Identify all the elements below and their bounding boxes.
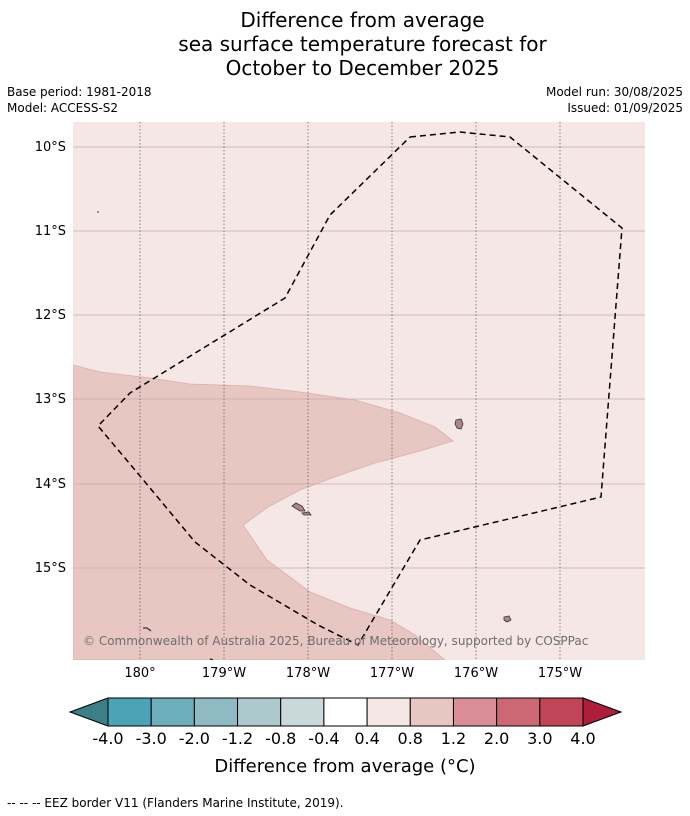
longitude-labels: 180° 179°W 178°W 177°W 176°W 175°W xyxy=(124,666,582,681)
colorbar-tick-label: 2.0 xyxy=(484,729,509,748)
colorbar-tick-label: 3.0 xyxy=(527,729,552,748)
colorbar-tick-label: -3.0 xyxy=(136,729,167,748)
lon-label: 179°W xyxy=(202,666,246,681)
chart-title: Difference from average sea surface temp… xyxy=(0,8,690,80)
colorbar-segment xyxy=(107,697,152,727)
island-west-a xyxy=(291,502,306,512)
lon-label: 178°W xyxy=(286,666,330,681)
islands xyxy=(97,211,512,660)
colorbar-segment xyxy=(150,697,195,727)
colorbar-tick-label: 0.8 xyxy=(398,729,423,748)
model-name: Model: ACCESS-S2 xyxy=(7,101,119,115)
grid-lines xyxy=(73,122,645,660)
eez-legend-note: -- -- -- EEZ border V11 (Flanders Marine… xyxy=(7,796,344,810)
model-run: Model run: 30/08/2025 xyxy=(545,85,683,99)
latitude-labels: 10°S 11°S 12°S 13°S 14°S 15°S xyxy=(35,140,66,576)
meta-left: Base period: 1981-2018 Model: ACCESS-S2 xyxy=(7,84,152,116)
islet-bottom xyxy=(209,658,214,660)
title-line-1: Difference from average xyxy=(240,8,485,32)
islet xyxy=(97,211,99,213)
colorbar-segment xyxy=(280,697,325,727)
colorbar-segment xyxy=(409,697,454,727)
colorbar: -4.0 -3.0 -2.0 -1.2 -0.8 -0.4 0.4 0.8 1.2 2.0 3.0 4… xyxy=(68,697,623,748)
colorbar-tick-label: 0.4 xyxy=(354,729,379,748)
colorbar-extend-low xyxy=(68,697,109,727)
lat-label: 10°S xyxy=(35,140,66,155)
colorbar-tick-label: -4.0 xyxy=(92,729,123,748)
lat-label: 13°S xyxy=(35,392,66,407)
lon-label: 180° xyxy=(124,666,155,681)
colorbar-tick-label: 1.2 xyxy=(441,729,466,748)
lon-label: 176°W xyxy=(454,666,498,681)
lat-label: 11°S xyxy=(35,224,66,239)
island-south xyxy=(503,615,512,623)
colorbar-tick-label: -2.0 xyxy=(179,729,210,748)
colorbar-segment xyxy=(452,697,498,727)
colorbar-segment xyxy=(539,697,584,727)
copyright-notice: © Commonwealth of Australia 2025, Bureau… xyxy=(83,634,588,648)
colorbar-tick-label: 4.0 xyxy=(570,729,595,748)
colorbar-segment xyxy=(193,697,239,727)
colorbar-segment xyxy=(323,697,368,727)
island-west-b xyxy=(301,511,312,516)
warm-anomaly-region xyxy=(73,364,454,660)
base-period: Base period: 1981-2018 xyxy=(7,85,152,99)
lat-label: 15°S xyxy=(35,561,66,576)
colorbar-extend-high xyxy=(582,697,623,727)
lat-label: 14°S xyxy=(35,477,66,492)
lat-label: 12°S xyxy=(35,308,66,323)
colorbar-segment xyxy=(237,697,282,727)
islet-southwest xyxy=(143,627,152,632)
title-line-2: sea surface temperature forecast for xyxy=(178,32,547,56)
issued-date: Issued: 01/09/2025 xyxy=(567,101,683,115)
meta-right: Model run: 30/08/2025 Issued: 01/09/2025 xyxy=(546,84,683,116)
colorbar-tick-label: -0.8 xyxy=(265,729,296,748)
colorbar-tick-label: -0.4 xyxy=(308,729,339,748)
lon-label: 175°W xyxy=(538,666,582,681)
eez-border xyxy=(96,131,623,646)
colorbar-segment xyxy=(366,697,411,727)
title-line-3: October to December 2025 xyxy=(225,56,500,80)
island-east xyxy=(454,418,464,430)
colorbar-label: Difference from average (°C) xyxy=(214,756,475,777)
map-area: © Commonwealth of Australia 2025, Bureau… xyxy=(73,122,645,660)
colorbar-tick-label: -1.2 xyxy=(222,729,253,748)
lon-label: 177°W xyxy=(370,666,414,681)
colorbar-segment xyxy=(496,697,541,727)
